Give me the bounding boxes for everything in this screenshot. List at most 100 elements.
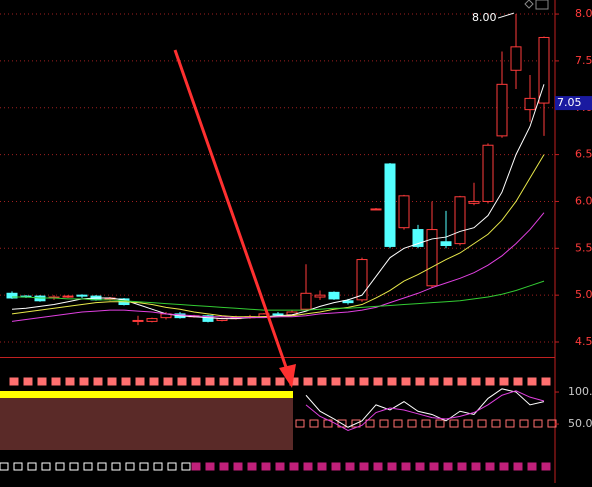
signal-square (23, 377, 33, 386)
max-label: 8.00 (472, 11, 497, 24)
candle-body (76, 294, 88, 297)
signal-square (83, 462, 93, 471)
signal-square (107, 377, 117, 386)
signal-square (191, 377, 201, 386)
signal-square (513, 377, 523, 386)
signal-square (55, 462, 65, 471)
signal-square (0, 462, 9, 471)
signal-square (261, 377, 271, 386)
signal-square (527, 462, 537, 471)
signal-square (457, 377, 467, 386)
signal-square (205, 462, 215, 471)
candle-body (426, 229, 438, 287)
signal-square (219, 377, 229, 386)
signal-square (533, 419, 543, 428)
candle-body (412, 229, 424, 247)
signal-square (177, 377, 187, 386)
signal-square (393, 419, 403, 428)
window-icon (524, 0, 534, 9)
candle-body (314, 294, 326, 298)
y-tick-label: 6.5 (575, 148, 592, 161)
signal-square (499, 462, 509, 471)
signal-square (37, 377, 47, 386)
y-tick-label: 100.0 (568, 385, 592, 398)
signal-square (541, 462, 551, 471)
signal-square (125, 462, 135, 471)
signal-square (233, 462, 243, 471)
y-tick-label: 8.0 (575, 7, 592, 20)
signal-square (51, 377, 61, 386)
y-tick-label: 4.5 (575, 335, 592, 348)
signal-square (435, 419, 445, 428)
candle-body (272, 313, 284, 316)
candle-body (202, 315, 214, 322)
arrow-head (279, 364, 296, 388)
line (12, 280, 545, 311)
signal-square (449, 419, 459, 428)
signal-square (547, 419, 557, 428)
last-price-label: 7.05 (557, 96, 582, 109)
signal-square (139, 462, 149, 471)
signal-square (415, 377, 425, 386)
candle-body (132, 319, 144, 322)
signal-square (233, 377, 243, 386)
line (11, 212, 545, 322)
signal-square (351, 419, 361, 428)
y-tick-label: 7.5 (575, 54, 592, 67)
signal-square (429, 462, 439, 471)
signal-square (443, 377, 453, 386)
candle-body (440, 241, 452, 246)
signal-square (153, 462, 163, 471)
candle-body (524, 97, 536, 111)
candle-body (6, 292, 18, 299)
signal-square (485, 462, 495, 471)
candle-body (146, 318, 158, 322)
signal-square (191, 462, 201, 471)
signal-square (111, 462, 121, 471)
signal-square (443, 462, 453, 471)
signal-square (163, 377, 173, 386)
signal-square (491, 419, 501, 428)
signal-square (135, 377, 145, 386)
last-price-box (555, 96, 592, 111)
line (305, 388, 545, 428)
candle-body (482, 144, 494, 202)
signal-square (407, 419, 417, 428)
signal-square (93, 377, 103, 386)
signal-square (345, 462, 355, 471)
signal-square (499, 377, 509, 386)
signal-square (359, 377, 369, 386)
candle-body (496, 83, 508, 137)
signal-square (457, 462, 467, 471)
signal-square (9, 377, 19, 386)
line (11, 84, 545, 320)
y-tick-label: 5.0 (575, 288, 592, 301)
signal-square (365, 419, 375, 428)
signal-square (275, 377, 285, 386)
signal-square (429, 377, 439, 386)
candle-body (384, 163, 396, 247)
signal-square (331, 462, 341, 471)
y-tick-label: 5.5 (575, 241, 592, 254)
arrow-shaft (173, 49, 289, 371)
signal-square (401, 462, 411, 471)
signal-square (65, 377, 75, 386)
signal-square (27, 462, 37, 471)
signal-square (421, 419, 431, 428)
signal-square (309, 419, 319, 428)
signal-square (219, 462, 229, 471)
signal-square (289, 462, 299, 471)
signal-square (149, 377, 159, 386)
candle-body (370, 208, 382, 211)
y-tick-label: 6.0 (575, 194, 592, 207)
signal-square (317, 462, 327, 471)
signal-square (505, 419, 515, 428)
signal-square (471, 462, 481, 471)
signal-square (463, 419, 473, 428)
signal-square (359, 462, 369, 471)
signal-square (477, 419, 487, 428)
candle-body (538, 36, 550, 104)
signal-square (415, 462, 425, 471)
signal-square (471, 377, 481, 386)
